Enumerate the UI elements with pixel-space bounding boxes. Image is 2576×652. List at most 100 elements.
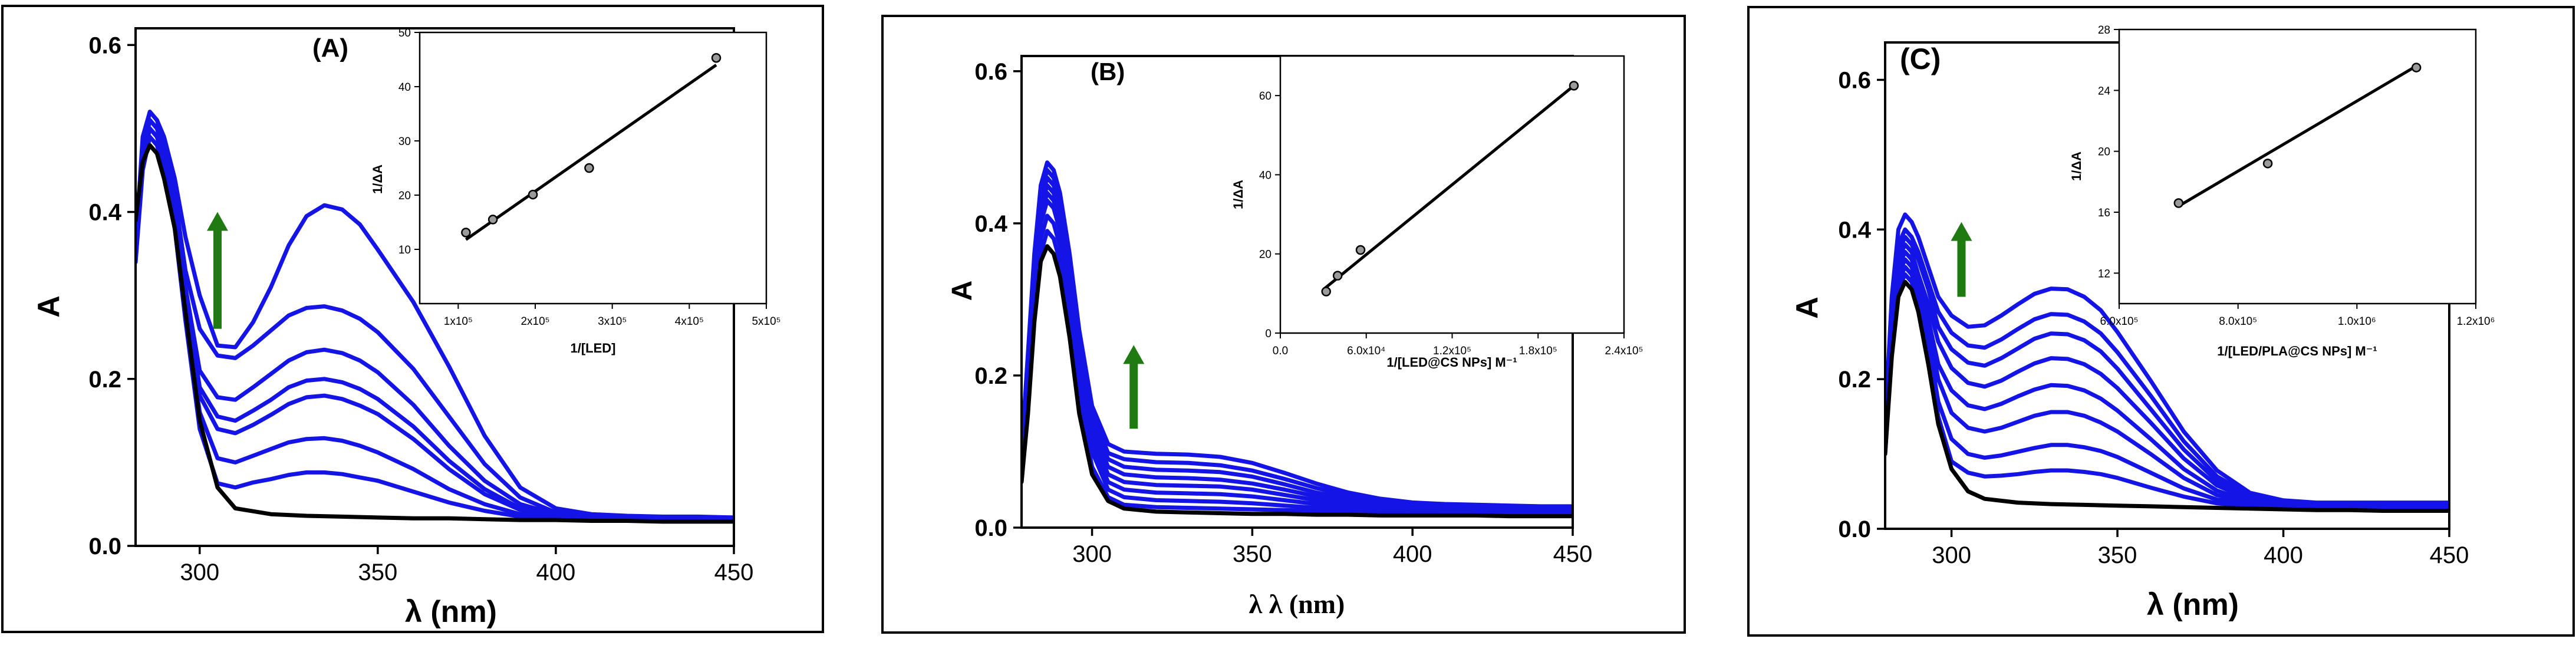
inset-x-tick-label: 1.2x10⁶ bbox=[2457, 315, 2495, 328]
panel-frame bbox=[1747, 6, 2575, 637]
inset-y-tick-label: 28 bbox=[2098, 24, 2110, 37]
inset-fit-line bbox=[465, 64, 717, 241]
inset-data-point bbox=[711, 52, 722, 63]
y-tick-label: 0.4 bbox=[974, 211, 1007, 237]
y-tick-label: 0.2 bbox=[1838, 367, 1871, 393]
inset-x-tick-label: 1x10⁵ bbox=[444, 315, 473, 328]
x-axis-label: λ λ (nm) bbox=[1249, 589, 1345, 619]
x-tick-label: 450 bbox=[2430, 542, 2469, 568]
trend-arrow-head bbox=[1123, 345, 1145, 364]
inset-x-tick-label: 2.4x10⁵ bbox=[1605, 345, 1643, 357]
inset-x-tick-label: 4x10⁵ bbox=[675, 315, 704, 328]
y-axis-label: A bbox=[32, 295, 66, 318]
x-tick-label: 400 bbox=[2264, 542, 2303, 568]
x-tick-label: 300 bbox=[180, 559, 219, 585]
panel-label: (B) bbox=[1091, 58, 1125, 85]
x-tick-label: 300 bbox=[1072, 541, 1112, 567]
y-tick-label: 0.2 bbox=[974, 363, 1007, 389]
x-tick-label: 400 bbox=[1393, 541, 1432, 567]
inset-y-tick-label: 16 bbox=[2098, 207, 2110, 219]
series-group bbox=[1022, 160, 1573, 519]
x-tick-label: 400 bbox=[536, 559, 576, 585]
x-tick-label: 350 bbox=[358, 559, 397, 585]
y-tick-label: 0.0 bbox=[88, 534, 121, 559]
inset-x-tick-label: 6.0x10⁵ bbox=[2100, 315, 2139, 328]
panel-label: (A) bbox=[312, 34, 348, 62]
inset-x-tick-label: 1.8x10⁵ bbox=[1519, 345, 1557, 357]
y-tick-label: 0.0 bbox=[1838, 516, 1871, 542]
chart-panel-0: 300 350 400 450 0.0 0.2 0.4 0.6 (A) λ (nm) A 1x10⁵ 2… bbox=[1, 5, 824, 633]
inset-y-tick-label: 20 bbox=[1259, 249, 1271, 261]
inset-data-point bbox=[487, 215, 498, 225]
x-axis-label: λ (nm) bbox=[2147, 588, 2239, 622]
inset-data-point bbox=[1569, 81, 1579, 91]
x-tick-label: 450 bbox=[714, 559, 754, 585]
x-axis-label: λ (nm) bbox=[405, 595, 497, 629]
inset-fit-line bbox=[2178, 64, 2417, 208]
panel-frame bbox=[881, 15, 1686, 634]
series-line-0 bbox=[1885, 279, 2449, 513]
inset-axes bbox=[1279, 55, 1625, 334]
inset-y-tick-label: 40 bbox=[398, 81, 411, 94]
x-tick-label: 350 bbox=[1233, 541, 1272, 567]
inset-x-tick-label: 5x10⁵ bbox=[752, 315, 780, 328]
y-tick-label: 0.6 bbox=[88, 32, 121, 58]
inset-chart: 6.0x10⁵ 8.0x10⁵ 1.0x10⁶ 1.2x10⁶ 12 16 20 24 28 1/… bbox=[2069, 24, 2495, 358]
inset-chart: 0.0 6.0x10⁴ 1.2x10⁵ 1.8x10⁵ 2.4x10⁵ 0 20 40 60 1/… bbox=[1231, 55, 1643, 370]
inset-x-label: 1/[LED] bbox=[571, 341, 616, 355]
inset-y-tick-label: 0 bbox=[1265, 328, 1271, 340]
inset-x-tick-label: 3x10⁵ bbox=[598, 315, 627, 328]
y-tick-label: 0.4 bbox=[88, 200, 121, 226]
inset-data-point bbox=[461, 228, 471, 238]
inset-chart: 1x10⁵ 2x10⁵ 3x10⁵ 4x10⁵ 5x10⁵ 10 20 30 40 50 1/[LE… bbox=[370, 27, 781, 355]
inset-x-tick-label: 6.0x10⁴ bbox=[1347, 345, 1385, 357]
inset-x-label: 1/[LED/PLA@CS NPs] M⁻¹ bbox=[2217, 344, 2377, 358]
chart-panel-2: 300 350 400 450 0.0 0.2 0.4 0.6 (C) λ (nm) A 6.0x10… bbox=[1747, 6, 2575, 637]
inset-axes bbox=[2118, 28, 2477, 305]
inset-y-label: 1/ΔA bbox=[1231, 180, 1246, 209]
x-tick-label: 450 bbox=[1553, 541, 1593, 567]
inset-y-tick-label: 20 bbox=[398, 190, 411, 202]
inset-y-tick-label: 30 bbox=[398, 136, 411, 148]
y-axis-label: A bbox=[947, 281, 978, 301]
inset-x-tick-label: 2x10⁵ bbox=[521, 315, 549, 328]
trend-arrow-head bbox=[206, 212, 228, 231]
inset-data-point bbox=[2411, 62, 2422, 73]
inset-data-point bbox=[584, 163, 594, 173]
inset-y-tick-label: 12 bbox=[2098, 268, 2110, 280]
y-tick-label: 0.0 bbox=[974, 515, 1007, 541]
y-tick-label: 0.6 bbox=[974, 59, 1007, 85]
x-tick-label: 350 bbox=[2098, 542, 2137, 568]
inset-x-tick-label: 0.0 bbox=[1273, 345, 1288, 357]
inset-x-tick-label: 8.0x10⁵ bbox=[2219, 315, 2257, 328]
inset-y-tick-label: 50 bbox=[398, 27, 411, 39]
series-group bbox=[136, 110, 734, 524]
inset-y-label: 1/ΔA bbox=[370, 164, 385, 194]
y-tick-label: 0.4 bbox=[1838, 217, 1871, 243]
inset-data-point bbox=[528, 189, 538, 200]
series-line-1 bbox=[1885, 272, 2449, 510]
series-line-0 bbox=[136, 143, 734, 524]
series-line-6 bbox=[136, 110, 734, 520]
x-tick-label: 300 bbox=[1932, 542, 1971, 568]
series-line-7 bbox=[136, 110, 734, 520]
y-axis-label: A bbox=[1790, 297, 1824, 319]
inset-x-tick-label: 1.2x10⁵ bbox=[1433, 345, 1471, 357]
panel-label: (C) bbox=[1900, 42, 1941, 75]
inset-fit-line bbox=[1322, 84, 1575, 291]
inset-y-tick-label: 24 bbox=[2098, 85, 2111, 97]
series-group bbox=[1885, 212, 2449, 513]
trend-arrow-head bbox=[1951, 222, 1972, 241]
series-line-8 bbox=[1022, 160, 1573, 509]
y-tick-label: 0.6 bbox=[1838, 67, 1871, 93]
inset-x-tick-label: 1.0x10⁶ bbox=[2338, 315, 2376, 328]
series-line-8 bbox=[1885, 212, 2449, 505]
inset-data-point bbox=[1355, 245, 1366, 255]
inset-x-label: 1/[LED@CS NPs] M⁻¹ bbox=[1386, 355, 1517, 370]
inset-y-tick-label: 20 bbox=[2098, 146, 2110, 159]
series-line-0 bbox=[1022, 244, 1573, 519]
y-tick-label: 0.2 bbox=[88, 367, 121, 393]
inset-y-tick-label: 60 bbox=[1259, 90, 1271, 103]
inset-y-tick-label: 40 bbox=[1259, 169, 1271, 182]
